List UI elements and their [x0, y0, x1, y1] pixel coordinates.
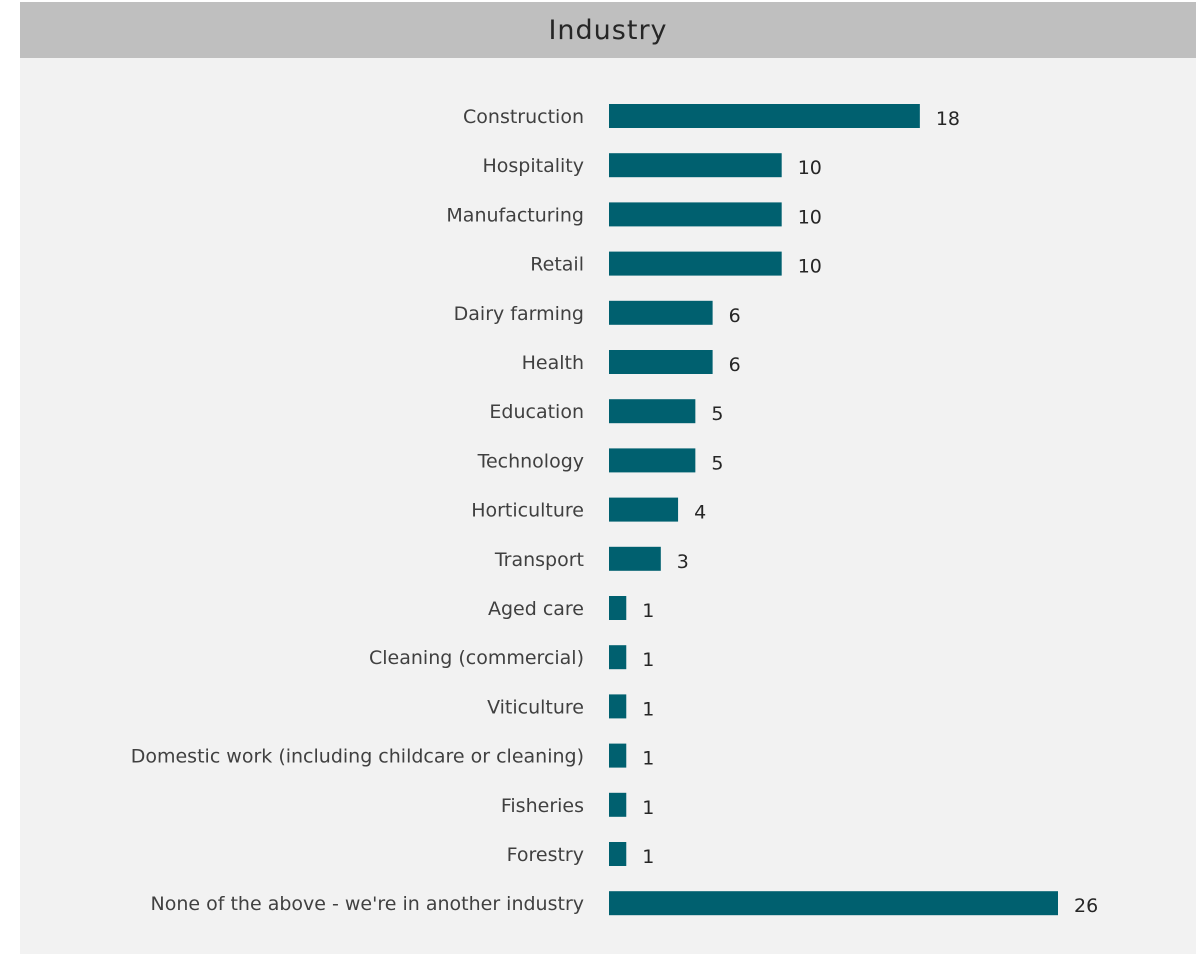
bar-chart: Construction 18 Hospitality 10 Manufacturing…	[131, 104, 1098, 917]
bar	[609, 743, 627, 768]
category-label: Manufacturing	[446, 204, 584, 226]
category-label: Fisheries	[501, 795, 584, 817]
chart-panel: Industry Construction 18 Hospitality 10 Manu…	[20, 2, 1196, 954]
bar	[609, 546, 661, 571]
value-label: 6	[729, 305, 741, 327]
category-label: Viticulture	[487, 696, 584, 718]
category-label: Forestry	[507, 844, 584, 866]
bar	[609, 399, 696, 424]
value-label: 1	[642, 649, 654, 671]
category-label: None of the above - we're in another ind…	[151, 893, 584, 915]
bar	[609, 645, 627, 670]
category-label: Transport	[494, 549, 584, 571]
value-label: 5	[711, 452, 723, 474]
value-label: 1	[642, 698, 654, 720]
chart-title-bar: Industry	[20, 2, 1196, 58]
bar	[609, 842, 627, 866]
bar	[609, 104, 920, 128]
value-label: 18	[936, 108, 960, 130]
bar	[609, 891, 1058, 916]
value-label: 1	[642, 797, 654, 819]
category-label: Domestic work (including childcare or cl…	[131, 746, 584, 768]
category-label: Hospitality	[483, 155, 585, 177]
category-label: Dairy farming	[454, 303, 584, 325]
value-label: 26	[1074, 895, 1098, 917]
bar	[609, 251, 782, 276]
bar	[609, 350, 713, 374]
value-label: 1	[642, 846, 654, 868]
bar	[609, 694, 627, 719]
category-label: Health	[522, 352, 584, 374]
value-label: 1	[642, 600, 654, 622]
category-label: Horticulture	[471, 500, 584, 522]
bar	[609, 792, 627, 817]
bar	[609, 153, 782, 178]
chart-title: Industry	[548, 14, 668, 46]
category-label: Retail	[530, 254, 584, 276]
bar	[609, 596, 627, 620]
value-label: 3	[677, 551, 689, 573]
bar	[609, 448, 696, 473]
category-label: Aged care	[488, 598, 584, 620]
value-label: 5	[711, 403, 723, 425]
value-label: 10	[798, 206, 822, 228]
value-label: 6	[729, 354, 741, 376]
bar	[609, 497, 679, 522]
category-label: Education	[489, 401, 584, 423]
bar	[609, 300, 713, 325]
category-label: Cleaning (commercial)	[369, 647, 584, 669]
value-label: 1	[642, 748, 654, 770]
category-label: Construction	[463, 106, 584, 128]
value-label: 10	[798, 256, 822, 278]
bar	[609, 202, 782, 227]
value-label: 10	[798, 157, 822, 179]
value-label: 4	[694, 502, 706, 524]
category-label: Technology	[477, 450, 584, 472]
